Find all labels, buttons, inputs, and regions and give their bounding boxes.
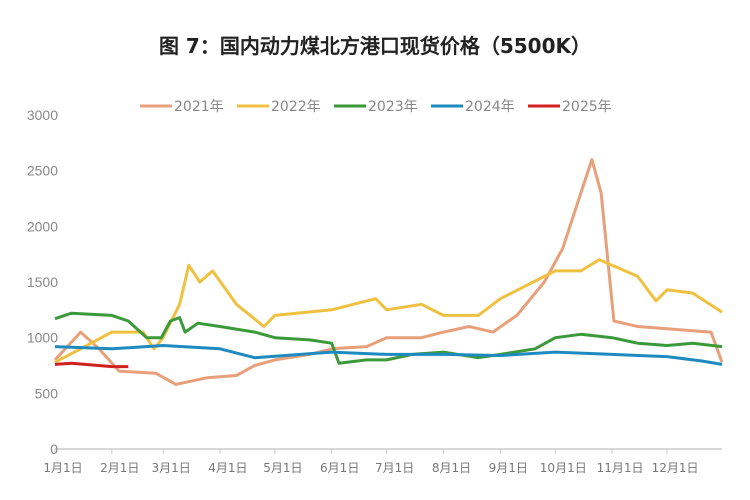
series-line-2024年 [54,344,723,366]
x-tick-label: 3月1日 [151,461,190,475]
x-tick-label: 4月1日 [208,461,247,475]
y-tick-label: 2500 [27,163,58,179]
legend-label: 2022年 [271,99,321,115]
y-tick-label: 1000 [27,330,58,346]
x-tick-label: 11月1日 [597,461,644,475]
y-tick-label: 2000 [27,218,58,234]
legend-label: 2021年 [174,99,224,115]
x-tick-label: 7月1日 [375,461,414,475]
x-tick-label: 1月1日 [43,461,82,475]
x-tick-label: 12月1日 [652,461,699,475]
legend-label: 2023年 [368,99,418,115]
x-tick-label: 8月1日 [432,461,471,475]
y-tick-label: 1500 [27,274,58,290]
series-line-2022年 [54,258,723,364]
x-tick-label: 5月1日 [263,461,302,475]
chart-title: 图 7：国内动力煤北方港口现货价格（5500K） [158,34,592,58]
x-tick-label: 2月1日 [100,461,139,475]
x-tick-label: 6月1日 [320,461,359,475]
y-tick-label: 500 [35,385,59,401]
legend-label: 2025年 [562,99,612,115]
series-line-2021年 [53,158,724,386]
x-tick-label: 10月1日 [540,461,587,475]
y-tick-label: 0 [50,441,58,457]
legend-label: 2024年 [465,99,515,115]
x-tick-label: 9月1日 [489,461,528,475]
y-tick-label: 3000 [27,107,58,123]
series-line-2025年 [54,361,129,369]
